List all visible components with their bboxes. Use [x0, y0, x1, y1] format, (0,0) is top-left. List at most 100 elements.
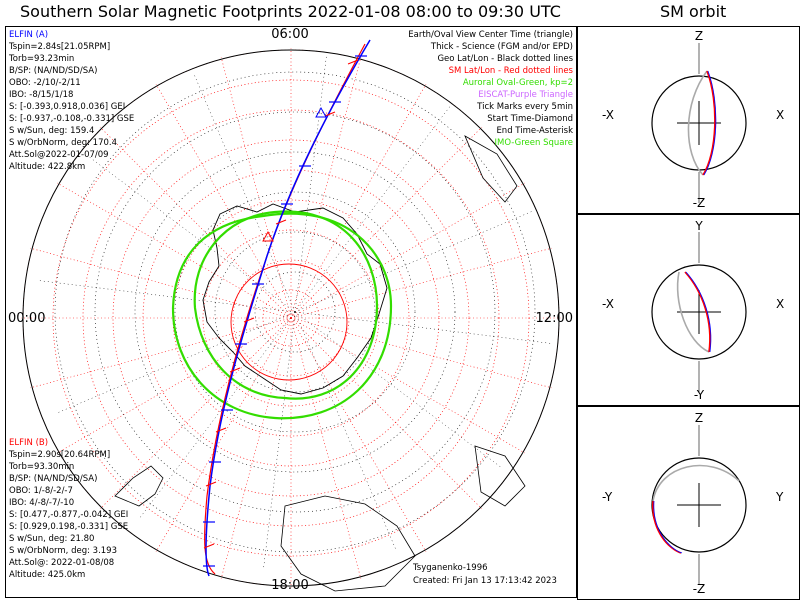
sm-longitude-line — [290, 317, 525, 454]
orbit-path-shadow — [652, 464, 740, 502]
legend-entry: SM Lat/Lon - Red dotted lines — [449, 66, 574, 76]
sm-latitude-circle — [112, 139, 470, 497]
elfin-b-line: Tspin=2.90s[20.64RPM] — [8, 450, 110, 460]
geo-latitude-circle — [94, 111, 496, 513]
legend-entry: IMO-Green Square — [494, 138, 573, 148]
sm-longitude-line — [290, 317, 362, 579]
clock-label-top: 06:00 — [271, 27, 308, 42]
coastline-landmass — [280, 495, 416, 592]
coastline-landmass — [474, 445, 526, 507]
orbit-panel-xy: Y -Y -X X — [577, 214, 800, 406]
elfin-a-line: S: [-0.937,-0.108,-0.331] GSE — [9, 114, 134, 124]
sm-longitude-line — [290, 57, 362, 319]
clock-label-bottom: 18:00 — [271, 578, 308, 593]
earth-circle — [651, 457, 747, 553]
geo-latitude-circle — [214, 231, 376, 393]
earth-circle — [651, 264, 747, 360]
geo-longitude-line — [294, 53, 327, 313]
elfin-b-line: Torb=93.30min — [8, 462, 74, 472]
elfin-a-line: B/SP: (NA/ND/SD/SA) — [9, 66, 97, 76]
elfin-a-line: Altitude: 422.8km — [9, 162, 85, 172]
sm-latitude-circle — [82, 109, 500, 527]
elfin-b-line: S: [0.929,0.198,-0.331] GSE — [9, 522, 128, 532]
sm-longitude-line — [99, 126, 292, 319]
earth-limb — [22, 49, 560, 587]
geo-longitude-line — [294, 210, 535, 313]
elfin-a-line: S w/Sun, deg: 159.4 — [9, 126, 94, 136]
elfin-a-line: Tspin=2.84s[21.05RPM] — [8, 42, 110, 52]
sm-longitude-line — [290, 84, 427, 319]
tick-mark-elfin-b — [243, 317, 255, 323]
axis-label-right: X — [776, 108, 784, 122]
axis-label-top: Y — [694, 219, 703, 233]
auroral-oval-outer — [171, 212, 393, 420]
elfin-b-line: Altitude: 425.0km — [9, 570, 85, 580]
clock-label-left: 00:00 — [8, 311, 45, 326]
sm-latitude-circle — [172, 199, 410, 437]
orbit-path-shadow — [676, 271, 710, 353]
sm-latitude-circle — [232, 259, 350, 377]
axis-label-left: -X — [602, 108, 614, 122]
legend-entry: Tick Marks every 5min — [476, 102, 573, 112]
coastline-antarctica — [202, 203, 388, 395]
elfin-b-info: ELFIN (B) Tspin=2.90s[20.64RPM] Torb=93.… — [8, 438, 128, 580]
tick-mark-elfin-b — [347, 59, 359, 65]
geo-latitude-circle — [54, 71, 536, 553]
orbit-path-elfin-b — [702, 70, 716, 176]
sm-longitude-line — [290, 126, 483, 319]
sm-longitude-line — [220, 57, 292, 319]
auroral-oval-inner — [193, 210, 379, 400]
orbit-path-shadow — [687, 70, 708, 176]
elfin-b-line: S w/Sun, deg: 21.80 — [9, 534, 94, 544]
elfin-a-line: Torb=93.23min — [8, 54, 74, 64]
orbit-path-elfin-b — [652, 500, 682, 554]
legend-entry: End Time-Asterisk — [496, 126, 573, 136]
plot-frame — [5, 26, 577, 598]
elfin-b-line: S: [0.477,-0.877,-0.042] GEI — [9, 510, 128, 520]
orbit-plot-xz: Z -Z -X X — [602, 29, 784, 210]
orbit-path-elfin-a — [653, 500, 683, 554]
sm-longitude-line — [290, 317, 427, 552]
view-center-triangle-b — [262, 230, 274, 242]
axis-label-right: X — [776, 297, 784, 311]
tick-mark-elfin-b — [324, 111, 336, 117]
sm-longitude-line — [290, 317, 552, 389]
geo-longitude-line — [294, 311, 554, 344]
legend-entry: Start Time-Diamond — [487, 114, 573, 124]
legend-entry: Thick - Science (FGM and/or EPD) — [430, 42, 573, 52]
geo-longitude-line — [294, 311, 397, 552]
tick-mark-elfin-b — [229, 367, 241, 373]
elfin-a-line: Att.Sol@2022-01-07/09 — [9, 150, 109, 160]
orbit-panel-xz: Z -Z -X X — [577, 26, 800, 214]
sm-longitude-line — [290, 317, 483, 510]
axis-label-top: Z — [695, 411, 703, 425]
geo-latitude-circle — [174, 191, 416, 433]
tick-mark-elfin-b — [215, 427, 227, 433]
main-title: Southern Solar Magnetic Footprints 2022-… — [20, 2, 561, 21]
geo-longitude-line — [138, 311, 296, 520]
geo-latitude-circle — [134, 151, 456, 473]
polar-footprint-plot: 06:00 00:00 12:00 18:00 ELFIN (A) Tspin=… — [5, 26, 577, 598]
track-elfin-a — [205, 39, 371, 577]
axis-label-top: Z — [695, 29, 703, 43]
geo-longitude-line — [87, 155, 296, 313]
orbit-path-elfin-b — [684, 271, 711, 353]
elfin-a-header: ELFIN (A) — [9, 30, 48, 40]
elfin-a-line: IBO: -8/15/1/18 — [9, 90, 73, 100]
geo-longitude-line — [294, 311, 503, 469]
sm-reference-circle — [230, 263, 348, 381]
axis-label-bottom: -Z — [693, 582, 706, 596]
elfin-a-info: ELFIN (A) Tspin=2.84s[21.05RPM] Torb=93.… — [8, 30, 134, 172]
axis-label-right: Y — [775, 490, 784, 504]
tick-mark-elfin-b — [203, 543, 215, 549]
geo-longitude-line — [263, 311, 296, 571]
elfin-b-line: IBO: 4/-8/-7/-10 — [9, 498, 74, 508]
tick-mark-elfin-b — [205, 481, 217, 487]
legend-entry: EISCAT-Purple Triangle — [478, 90, 573, 100]
geo-longitude-line — [193, 72, 296, 313]
track-layer — [203, 39, 371, 577]
geo-longitude-line — [55, 311, 296, 414]
legend-entry: Earth/Oval View Center Time (triangle) — [408, 30, 573, 40]
sm-longitude-line — [57, 317, 292, 454]
orbit-title: SM orbit — [660, 2, 727, 21]
